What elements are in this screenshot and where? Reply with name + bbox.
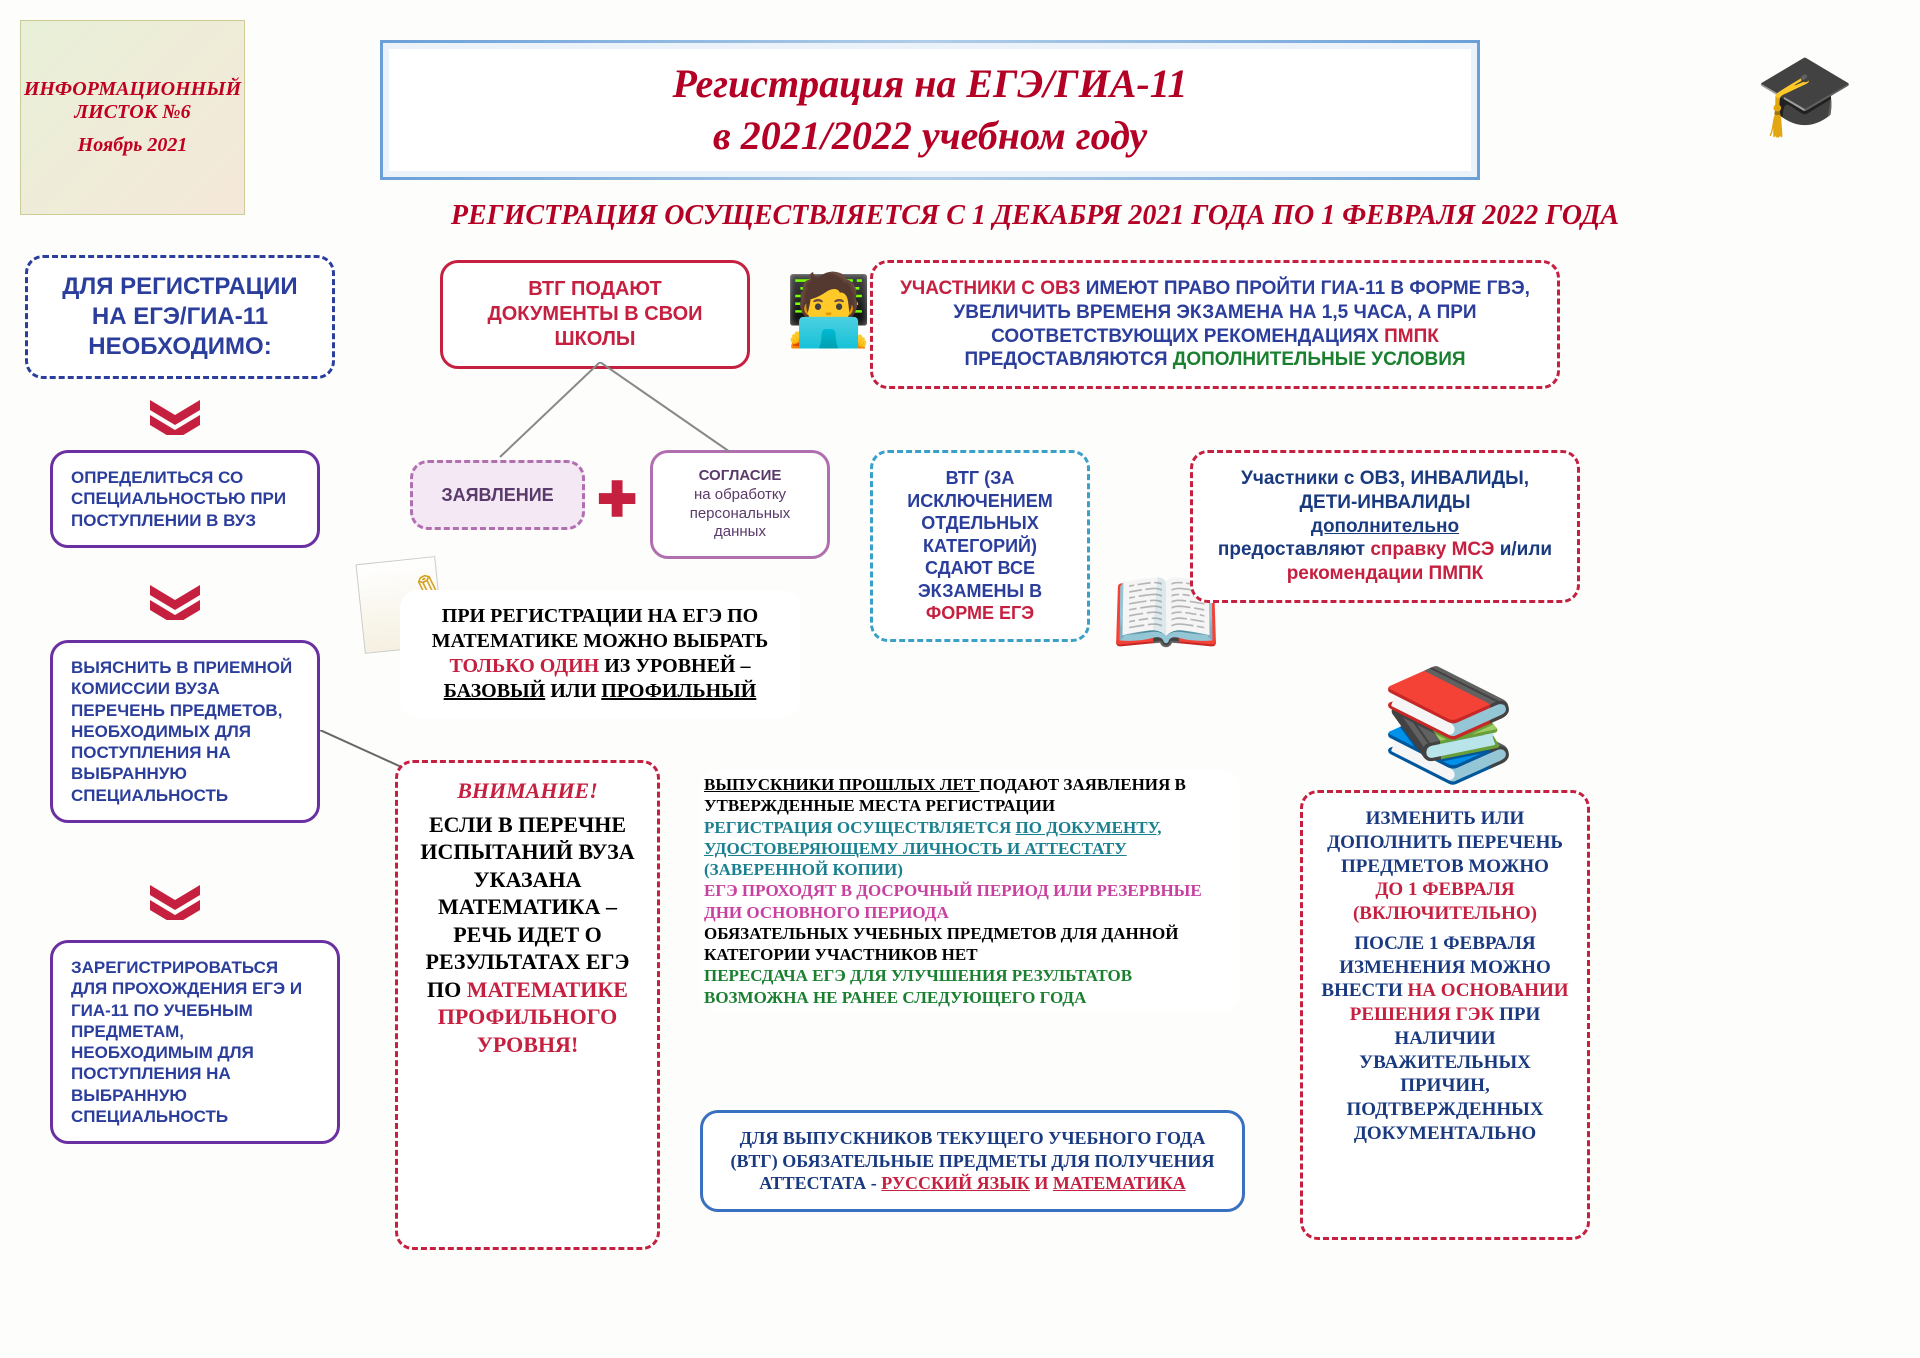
registration-dates-subhead: РЕГИСТРАЦИЯ ОСУЩЕСТВЛЯЕТСЯ С 1 ДЕКАБРЯ 2… — [260, 200, 1810, 232]
mand-russian: РУССКИЙ ЯЗЫК — [881, 1173, 1030, 1193]
attention-math-profile-box: ВНИМАНИЕ! ЕСЛИ В ПЕРЕЧНЕ ИСПЫТАНИЙ ВУЗА … — [395, 760, 660, 1250]
math-base: БАЗОВЫЙ — [444, 680, 546, 702]
math-profile: ПРОФИЛЬНЫЙ — [601, 680, 756, 702]
pg-l3: ЕГЭ ПРОХОДЯТ В ДОСРОЧНЫЙ ПЕРИОД ИЛИ РЕЗЕ… — [704, 880, 1236, 923]
ovzd-p4: и/или — [1500, 539, 1552, 560]
registration-required-heading: ДЛЯ РЕГИСТРАЦИИ НА ЕГЭ/ГИА-11 НЕОБХОДИМО… — [25, 255, 335, 379]
step-3-register: ЗАРЕГИСТРИРОВАТЬСЯ ДЛЯ ПРОХОЖДЕНИЯ ЕГЭ И… — [50, 940, 340, 1144]
badge-line1: ИНФОРМАЦИОННЫЙ — [24, 78, 241, 101]
graduate-book-icon: 🎓 — [1720, 20, 1890, 170]
ovz-p4: ПРЕДОСТАВЛЯЮТСЯ — [964, 349, 1172, 370]
application-box: ЗАЯВЛЕНИЕ — [410, 460, 585, 530]
math-or: ИЛИ — [550, 680, 601, 702]
title-banner: Регистрация на ЕГЭ/ГИА-11 в 2021/2022 уч… — [380, 40, 1480, 180]
math-text-1: ПРИ РЕГИСТРАЦИИ НА ЕГЭ ПО МАТЕМАТИКЕ МОЖ… — [432, 605, 768, 652]
title-line1: Регистрация на ЕГЭ/ГИА-11 — [673, 58, 1188, 110]
ovzd-p1: Участники с ОВЗ, ИНВАЛИДЫ, ДЕТИ-ИНВАЛИДЫ — [1211, 467, 1559, 515]
pg-l4: ОБЯЗАТЕЛЬНЫХ УЧЕБНЫХ ПРЕДМЕТОВ ДЛЯ ДАННО… — [704, 923, 1236, 966]
info-badge: ИНФОРМАЦИОННЫЙ ЛИСТОК №6 Ноябрь 2021 — [20, 20, 245, 215]
badge-line2: ЛИСТОК №6 — [74, 101, 190, 124]
pg-l5: ПЕРЕСДАЧА ЕГЭ ДЛЯ УЛУЧШЕНИЯ РЕЗУЛЬТАТОВ … — [704, 965, 1236, 1008]
chevron-down-icon — [145, 395, 205, 435]
math-only-one: ТОЛЬКО ОДИН — [449, 655, 599, 677]
student-at-desk-icon: 🧑‍💻 — [785, 270, 872, 352]
chevron-down-icon — [145, 880, 205, 920]
vtg-mandatory-subjects-box: ДЛЯ ВЫПУСКНИКОВ ТЕКУЩЕГО УЧЕБНОГО ГОДА (… — [700, 1110, 1245, 1212]
vtg-ege-red: ФОРМЕ ЕГЭ — [926, 603, 1034, 623]
title-line2: в 2021/2022 учебном году — [713, 110, 1147, 162]
attention-body: ЕСЛИ В ПЕРЕЧНЕ ИСПЫТАНИЙ ВУЗА УКАЗАНА МА… — [416, 811, 639, 1059]
connector-lines-icon — [470, 362, 770, 462]
attention-body-text: ЕСЛИ В ПЕРЕЧНЕ ИСПЫТАНИЙ ВУЗА УКАЗАНА МА… — [420, 812, 634, 1002]
consent-line1: СОГЛАСИЕ — [671, 467, 809, 486]
ovz-p1: УЧАСТНИКИ С ОВЗ — [900, 278, 1086, 299]
consent-box: СОГЛАСИЕ на обработку персональных данны… — [650, 450, 830, 559]
pg-l2a: РЕГИСТРАЦИЯ ОСУЩЕСТВЛЯЕТСЯ — [704, 818, 1016, 837]
math-text-2: ИЗ УРОВНЕЙ – — [604, 655, 750, 677]
ovzd-p3: предоставляют — [1218, 539, 1370, 560]
plus-icon: ✚ — [597, 472, 637, 528]
step-2-subjects-list: ВЫЯСНИТЬ В ПРИЕМНОЙ КОМИССИИ ВУЗА ПЕРЕЧЕ… — [50, 640, 320, 823]
pg-l2c: (ЗАВЕРЕННОЙ КОПИИ) — [704, 860, 903, 879]
ovz-p5: ДОПОЛНИТЕЛЬНЫЕ УСЛОВИЯ — [1173, 349, 1466, 370]
change-subjects-box: ИЗМЕНИТЬ ИЛИ ДОПОЛНИТЬ ПЕРЕЧЕНЬ ПРЕДМЕТО… — [1300, 790, 1590, 1240]
chg-r1: ДО 1 ФЕВРАЛЯ (ВКЛЮЧИТЕЛЬНО) — [1321, 878, 1569, 926]
chg-p1: ИЗМЕНИТЬ ИЛИ ДОПОЛНИТЬ ПЕРЕЧЕНЬ ПРЕДМЕТО… — [1321, 807, 1569, 878]
vtg-ege-text: ВТГ (ЗА ИСКЛЮЧЕНИЕМ ОТДЕЛЬНЫХ КАТЕГОРИЙ)… — [907, 468, 1052, 601]
consent-line2: на обработку персональных данных — [671, 486, 809, 542]
ovzd-p2: дополнительно — [1211, 515, 1559, 539]
chevron-down-icon — [145, 580, 205, 620]
mand-math: МАТЕМАТИКА — [1053, 1173, 1186, 1193]
math-level-note: ПРИ РЕГИСТРАЦИИ НА ЕГЭ ПО МАТЕМАТИКЕ МОЖ… — [400, 590, 800, 718]
vtg-submit-docs-box: ВТГ ПОДАЮТ ДОКУМЕНТЫ В СВОИ ШКОЛЫ — [440, 260, 750, 369]
ovz-p3: ПМПК — [1384, 326, 1439, 347]
ovz-rights-box: УЧАСТНИКИ С ОВЗ ИМЕЮТ ПРАВО ПРОЙТИ ГИА-1… — [870, 260, 1560, 389]
vtg-ege-form-box: ВТГ (ЗА ИСКЛЮЧЕНИЕМ ОТДЕЛЬНЫХ КАТЕГОРИЙ)… — [870, 450, 1090, 642]
step-1-choose-specialty: ОПРЕДЕЛИТЬСЯ СО СПЕЦИАЛЬНОСТЬЮ ПРИ ПОСТУ… — [50, 450, 320, 548]
pg-heading: ВЫПУСКНИКИ ПРОШЛЫХ ЛЕТ — [704, 775, 979, 794]
ovzd-r1: справку МСЭ — [1370, 539, 1494, 560]
person-with-book-icon: 📚 — [1380, 660, 1517, 789]
mand-and: И — [1034, 1173, 1053, 1193]
ovzd-r2: рекомендации ПМПК — [1287, 563, 1484, 584]
badge-line3: Ноябрь 2021 — [78, 134, 188, 157]
past-graduates-info: ВЫПУСКНИКИ ПРОШЛЫХ ЛЕТ ПОДАЮТ ЗАЯВЛЕНИЯ … — [700, 770, 1240, 1012]
attention-math-red: МАТЕМАТИКЕ ПРОФИЛЬНОГО УРОВНЯ! — [438, 977, 628, 1057]
ovz-additional-docs-box: Участники с ОВЗ, ИНВАЛИДЫ, ДЕТИ-ИНВАЛИДЫ… — [1190, 450, 1580, 603]
attention-heading: ВНИМАНИЕ! — [416, 777, 639, 805]
